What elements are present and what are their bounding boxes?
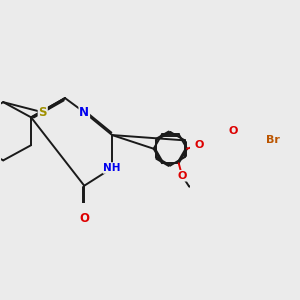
Text: O: O xyxy=(79,212,89,225)
Text: N: N xyxy=(79,106,89,119)
Text: O: O xyxy=(195,140,204,150)
Text: O: O xyxy=(177,171,187,181)
Text: NH: NH xyxy=(103,163,121,173)
Text: S: S xyxy=(38,106,47,119)
Text: O: O xyxy=(228,126,238,136)
Text: Br: Br xyxy=(266,135,280,146)
